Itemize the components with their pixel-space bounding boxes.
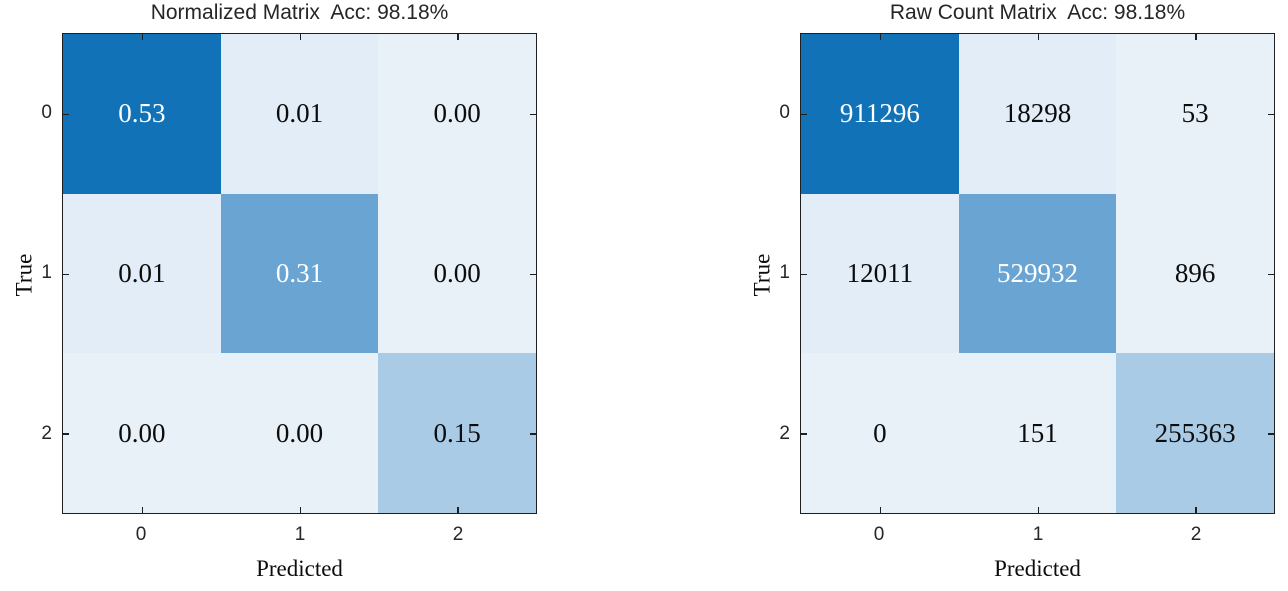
axis-tick-mark <box>141 34 144 40</box>
matrix-cell-r2c1: 0.00 <box>220 353 379 513</box>
matrix-cell-r1c1: 529932 <box>958 193 1117 354</box>
matrix-cell-r2c0: 0 <box>801 353 959 513</box>
axis-tick-mark <box>801 433 807 435</box>
matrix-cell-r2c1: 151 <box>958 353 1117 513</box>
plot-title: Normalized Matrix Acc: 98.18% <box>150 1 449 24</box>
matrix-cell-r0c0: 0.53 <box>63 34 221 194</box>
axis-tick-mark <box>141 507 144 513</box>
x-tick-label-2: 2 <box>1190 524 1202 545</box>
y-tick-label-0: 0 <box>41 102 52 123</box>
normalized-matrix-plot: Normalized Matrix Acc: 98.18% True 0.53 … <box>0 0 600 591</box>
matrix-cell-r1c0: 12011 <box>801 193 959 354</box>
matrix-cell-r2c2: 255363 <box>1116 353 1274 513</box>
x-tick-label-0: 0 <box>873 524 885 545</box>
axis-tick-mark <box>457 34 459 40</box>
x-tick-label-1: 1 <box>294 524 306 545</box>
y-tick-label-0: 0 <box>779 102 790 123</box>
matrix-cell-r0c2: 53 <box>1116 34 1274 194</box>
axis-tick-mark <box>1195 34 1197 40</box>
matrix-cell-r2c0: 0.00 <box>63 353 221 513</box>
axis-tick-mark <box>63 433 69 435</box>
axis-tick-mark <box>879 507 882 513</box>
y-tick-label-1: 1 <box>779 262 790 283</box>
axis-tick-mark <box>879 34 882 40</box>
x-tick-label-0: 0 <box>135 524 147 545</box>
matrix-cell-r0c0: 911296 <box>801 34 959 194</box>
axis-tick-mark <box>530 113 536 116</box>
matrix-cell-r1c2: 0.00 <box>378 193 536 354</box>
axis-tick-mark <box>801 273 807 275</box>
axis-tick-mark <box>1037 507 1039 513</box>
axis-tick-mark <box>1268 273 1274 275</box>
matrix-cell-r0c2: 0.00 <box>378 34 536 194</box>
axis-tick-mark <box>63 273 69 275</box>
matrix-cell-r2c2: 0.15 <box>378 353 536 513</box>
confusion-matrix-axes: 911296 18298 53 12011 529932 896 0 151 2… <box>800 33 1275 514</box>
axis-tick-mark <box>801 113 807 116</box>
axis-tick-mark <box>1268 433 1274 435</box>
matrix-cell-r0c1: 0.01 <box>220 34 379 194</box>
x-axis-label: Predicted <box>256 556 343 581</box>
axis-tick-mark <box>1037 34 1039 40</box>
matrix-cell-r1c1: 0.31 <box>220 193 379 354</box>
confusion-matrix-axes: 0.53 0.01 0.00 0.01 0.31 0.00 0.00 0.00 … <box>62 33 537 514</box>
y-tick-label-2: 2 <box>41 423 52 444</box>
axis-tick-mark <box>1268 113 1274 116</box>
axis-tick-mark <box>63 113 69 116</box>
axis-tick-mark <box>299 507 301 513</box>
axis-tick-mark <box>530 273 536 275</box>
axis-tick-mark <box>530 433 536 435</box>
x-tick-label-1: 1 <box>1032 524 1044 545</box>
matrix-cell-r1c2: 896 <box>1116 193 1274 354</box>
matrix-cell-r0c1: 18298 <box>958 34 1117 194</box>
plot-title: Raw Count Matrix Acc: 98.18% <box>889 1 1186 24</box>
matrix-cell-r1c0: 0.01 <box>63 193 221 354</box>
raw-count-matrix-plot: Raw Count Matrix Acc: 98.18% True 911296… <box>738 0 1288 591</box>
x-tick-label-2: 2 <box>452 524 464 545</box>
x-axis-label: Predicted <box>994 556 1081 581</box>
axis-tick-mark <box>299 34 301 40</box>
axis-tick-mark <box>1195 507 1197 513</box>
y-tick-label-1: 1 <box>41 262 52 283</box>
axis-tick-mark <box>457 507 459 513</box>
y-tick-label-2: 2 <box>779 423 790 444</box>
